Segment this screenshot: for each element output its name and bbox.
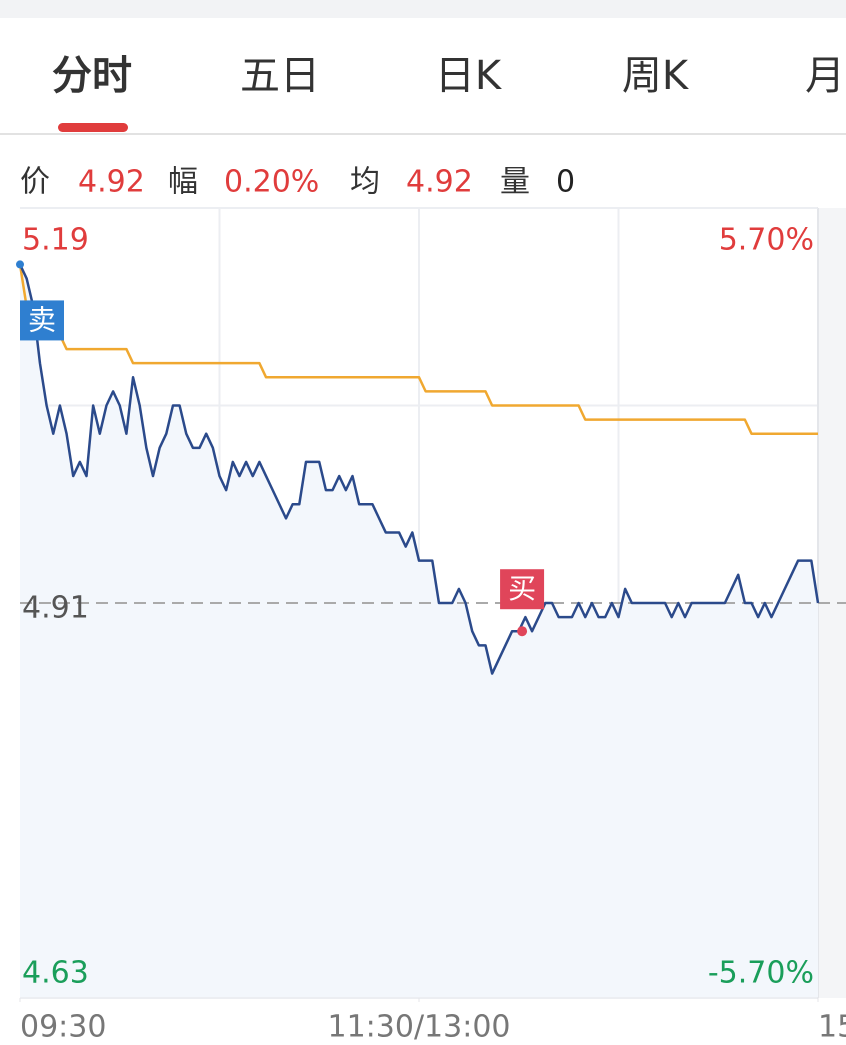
tab[interactable]: 分时: [52, 53, 132, 99]
x-tick-label: 15: [818, 1010, 846, 1045]
tab[interactable]: 周K: [622, 53, 690, 99]
tab[interactable]: 日K: [435, 53, 503, 99]
info-value: 0: [556, 165, 575, 200]
info-value: 4.92: [406, 165, 473, 200]
average-line: [18, 264, 818, 435]
info-value: 0.20%: [224, 165, 319, 200]
top-bar: [0, 0, 846, 18]
chart: 5.19 4.91 4.63 5.70% -5.70% 09:30 11:30/13:00 1…: [16, 207, 846, 1045]
x-tick-label: 09:30: [20, 1010, 106, 1045]
tab-indicator: [58, 123, 128, 132]
y-tick-label: 4.91: [22, 591, 89, 626]
tab[interactable]: 月: [805, 53, 845, 99]
trade-badge: [20, 300, 64, 341]
trade-badge: [500, 569, 545, 610]
info-label: 量: [500, 165, 530, 200]
price-line: [18, 263, 820, 675]
x-tick-label: 11:30/13:00: [327, 1010, 510, 1045]
y-tick-label: 5.19: [22, 223, 89, 258]
tab[interactable]: 五日: [240, 53, 320, 99]
y2-tick-label: 5.70%: [719, 223, 814, 258]
info-label: 均: [350, 165, 380, 200]
trade-point: [16, 260, 24, 269]
info-value: 4.92: [78, 165, 145, 200]
trade-badge-label: 卖: [28, 303, 56, 336]
trade-badge-label: 买: [508, 572, 536, 605]
info-label: 幅: [168, 165, 198, 200]
tab-bar: 分时 五日 日K 周K 月: [52, 53, 845, 99]
price-area: [20, 264, 818, 998]
y-tick-label: 4.63: [22, 956, 89, 991]
trade-point: [517, 626, 528, 637]
y2-tick-label: -5.70%: [708, 956, 814, 991]
info-row: 价 4.92 幅 0.20% 均 4.92 量 0: [20, 165, 575, 200]
info-label: 价: [20, 165, 50, 200]
